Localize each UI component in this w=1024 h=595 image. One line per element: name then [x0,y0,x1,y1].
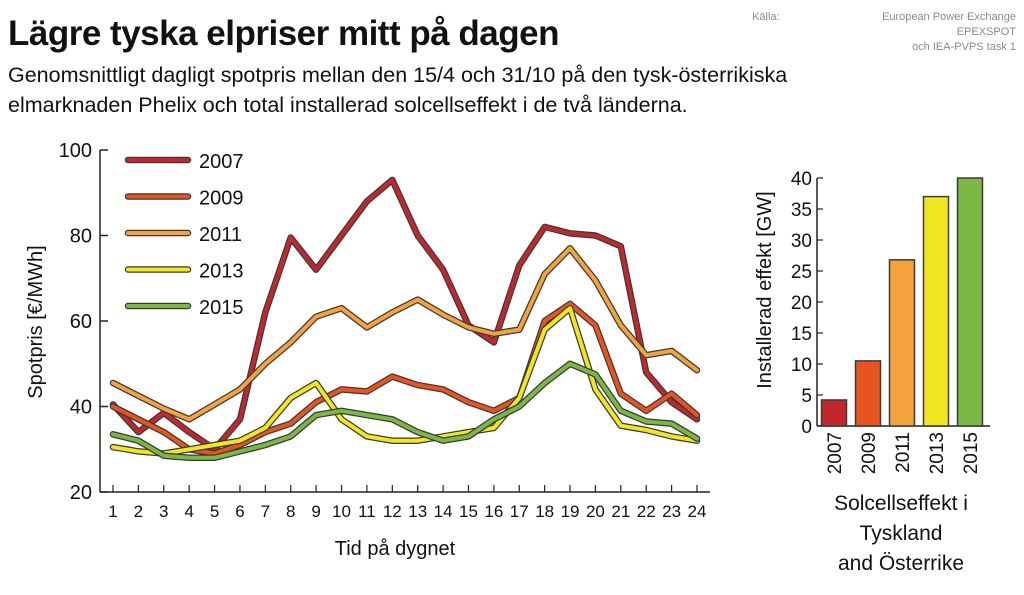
y-tick-group: 20 40 60 80 100 [59,140,108,504]
x-tick-label: 13 [408,502,427,521]
series-line-2013 [111,306,699,456]
x-tick-label: 9 [311,502,320,521]
x-tick-label: 24 [688,502,707,521]
x-tick-label: 18 [535,502,554,521]
chart-subtitle: Genomsnittligt dagligt spotpris mellan d… [8,63,788,117]
bar-2011 [888,259,916,427]
x-tick-label: 2 [134,502,143,521]
series-line-2009 [111,301,699,456]
bar-2015 [956,177,984,427]
legend-label: 2015 [199,297,244,319]
bar-x-axis-label-line: and Österrike [838,552,964,575]
chart-title: Lägre tyska elpriser mitt på dagen [8,14,559,53]
series-line-outline [109,300,701,457]
bar-2009 [854,360,882,427]
bar-x-axis-label: Solcellseffekt i Tyskland and Österrike [834,492,968,575]
x-tick-label: 15 [459,502,478,521]
bar-y-tick-group: 0 5 10 15 20 25 30 35 40 [791,169,823,438]
x-tick-label: 5 [210,502,219,521]
legend-label: 2007 [199,151,244,173]
bar-y-tick-label: 5 [801,386,812,407]
bar-chart: 0 5 10 15 20 25 30 35 40 2007 2009 2011 2013 2015 In… [754,169,990,575]
legend-label: 2013 [199,261,244,283]
bar-x-tick-label: 2013 [927,432,948,474]
x-axis-label: Tid på dygnet [335,538,456,560]
bar-x-tick-label: 2009 [859,432,880,474]
x-tick-label: 17 [510,502,529,521]
y-tick-label: 40 [70,397,92,419]
bar-x-axis-label-line: Solcellseffekt i [834,492,968,515]
bar-x-tick-label: 2007 [825,432,846,474]
bar-y-tick-label: 25 [791,262,812,283]
x-tick-label: 20 [586,502,605,521]
x-tick-label: 19 [561,502,580,521]
x-tick-label: 1 [108,502,117,521]
bar-y-tick-label: 35 [791,200,812,221]
x-tick-group: 1 2 3 4 5 6 7 8 9 10 11 12 13 14 15 16 17 18 19 20 21 22 23 24 [108,485,706,521]
x-tick-label: 12 [383,502,402,521]
bar-y-tick-label: 30 [791,231,812,252]
y-tick-label: 100 [59,140,92,162]
bar-y-tick-label: 20 [791,293,812,314]
x-tick-label: 14 [434,502,453,521]
source-line: European Power Exchange [882,11,1016,23]
bar-x-tick-label: 2015 [961,432,982,474]
y-tick-label: 80 [70,226,92,248]
x-tick-label: 7 [261,502,270,521]
x-tick-label: 10 [332,502,351,521]
x-tick-label: 23 [662,502,681,521]
y-tick-label: 20 [70,482,92,504]
bar-y-tick-label: 15 [791,324,812,345]
x-tick-label: 11 [358,502,376,521]
x-tick-label: 16 [484,502,503,521]
legend: 2007 2009 2011 2013 2015 [124,151,244,319]
series-line-2015 [111,361,699,460]
x-tick-label: 4 [184,502,193,521]
series-line-2011 [111,246,699,422]
bar-y-tick-label: 40 [791,169,812,190]
y-axis-label: Spotpris [€/MWh] [25,245,47,398]
bar-y-tick-label: 0 [801,417,812,438]
source-note: Källa: European Power Exchange EPEXSPOT … [752,10,1016,55]
bar-y-axis-label: Installerad effekt [GW] [754,191,776,389]
x-tick-label: 22 [637,502,656,521]
bar-2007 [820,399,848,427]
legend-label: 2009 [199,188,244,210]
bar-group [820,177,984,427]
x-tick-label: 21 [611,502,630,521]
bar-x-axis-label-line: Tyskland [860,522,943,545]
source-line: och IEA-PVPS task 1 [912,41,1016,53]
series-group [109,176,701,462]
bar-x-tick-group: 2007 2009 2011 2013 2015 [825,432,982,474]
source-line: EPEXSPOT [956,26,1016,38]
x-tick-label: 8 [286,502,295,521]
y-tick-label: 60 [70,311,92,333]
x-tick-label: 6 [235,502,244,521]
bar-x-tick-label: 2011 [893,432,914,473]
bar-2013 [922,195,950,427]
legend-label: 2011 [199,224,242,246]
source-label: Källa: [752,11,780,23]
bar-y-tick-label: 10 [791,355,812,376]
x-tick-label: 3 [159,502,168,521]
